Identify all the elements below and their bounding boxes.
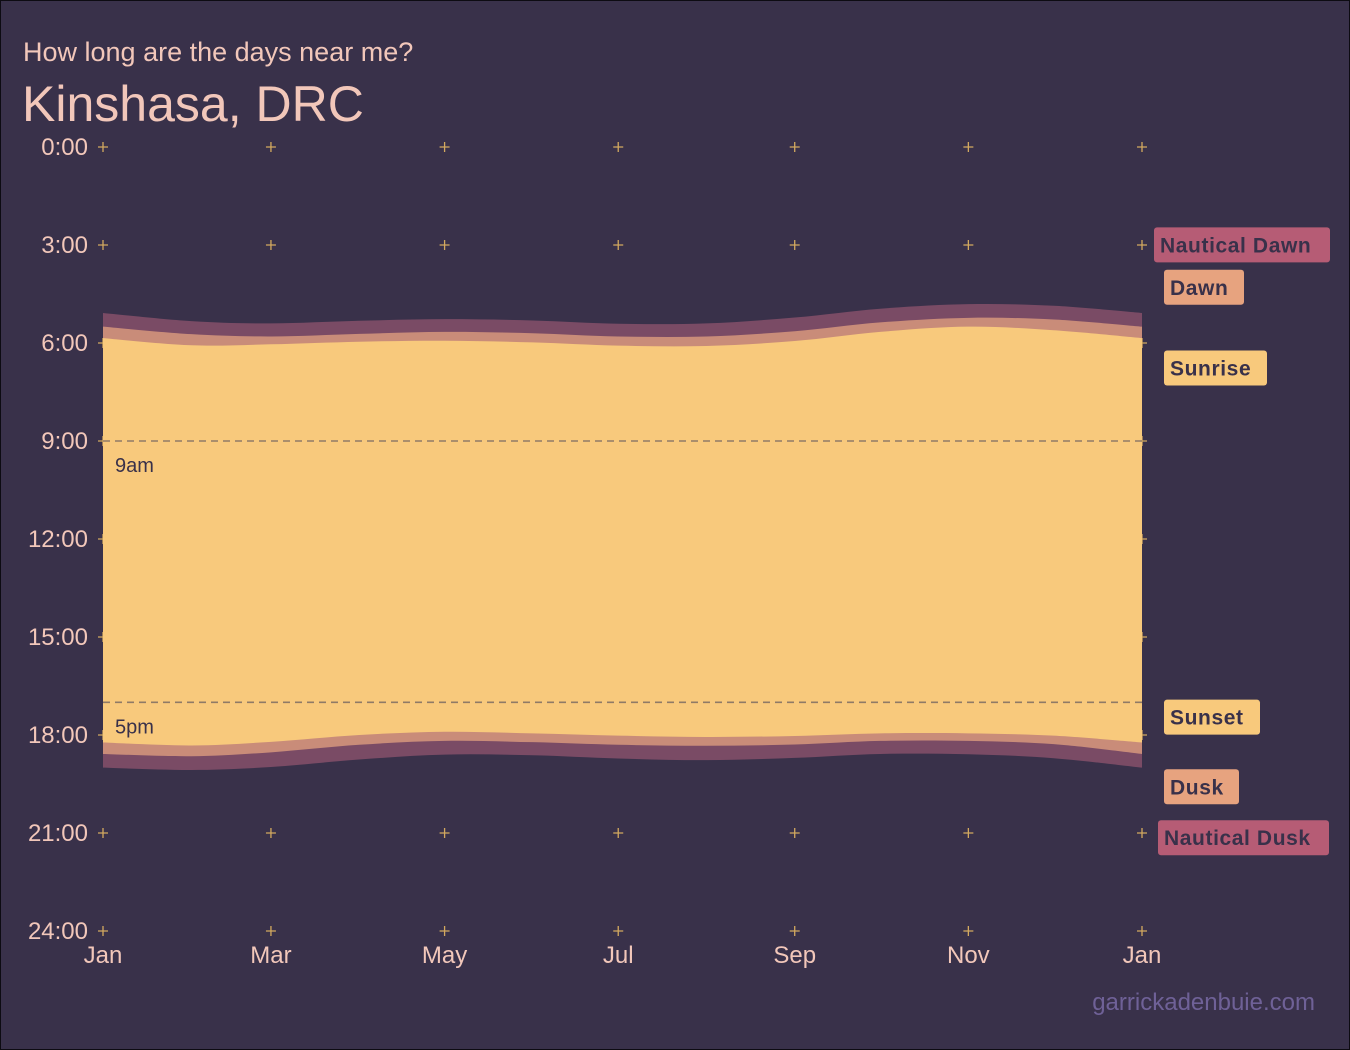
dusk-label-box bbox=[1164, 769, 1239, 805]
nautical-dusk-label: Nautical Dusk bbox=[1164, 827, 1311, 850]
reference-label-9am: 9am bbox=[115, 455, 154, 477]
x-tick-label-4: Sep bbox=[773, 942, 816, 969]
y-tick-label-8: 24:00 bbox=[28, 918, 88, 945]
grid-marker-7-0 bbox=[98, 828, 108, 838]
chart-subtitle: How long are the days near me? bbox=[23, 37, 414, 67]
grid-marker-1-0 bbox=[98, 240, 108, 250]
grid-marker-0-2 bbox=[439, 142, 450, 152]
y-tick-label-0: 0:00 bbox=[41, 134, 88, 161]
grid-marker-1-2 bbox=[439, 240, 450, 250]
sunset-label: Sunset bbox=[1170, 707, 1244, 730]
grid-marker-7-4 bbox=[789, 828, 800, 838]
x-tick-label-3: Jul bbox=[603, 942, 634, 969]
sunrise-label: Sunrise bbox=[1170, 357, 1251, 380]
y-tick-label-1: 3:00 bbox=[41, 232, 88, 259]
y-tick-label-6: 18:00 bbox=[28, 722, 88, 749]
nautical-dawn-label-box bbox=[1154, 227, 1330, 263]
sunrise-label-box bbox=[1164, 350, 1267, 386]
chart-caption: garrickadenbuie.com bbox=[1092, 989, 1315, 1016]
dusk-label: Dusk bbox=[1170, 776, 1224, 799]
grid-marker-1-5 bbox=[963, 240, 974, 250]
grid-marker-0-6 bbox=[1137, 142, 1147, 152]
grid-marker-7-5 bbox=[963, 828, 974, 838]
y-tick-label-4: 12:00 bbox=[28, 526, 88, 553]
grid-marker-1-4 bbox=[789, 240, 800, 250]
grid-marker-1-1 bbox=[265, 240, 276, 250]
reference-lines: 9am 5pm bbox=[103, 440, 1146, 738]
grid-marker-1-6 bbox=[1137, 240, 1147, 250]
dawn-label: Dawn bbox=[1170, 277, 1228, 300]
grid-marker-8-5 bbox=[963, 926, 974, 936]
series-labels: Nautical Dawn Dawn Sunrise Sunset Dusk Nautic… bbox=[1154, 227, 1330, 856]
daylight-bands bbox=[103, 303, 1142, 770]
y-axis-ticks: 0:00 3:00 6:00 9:00 12:00 15:00 18:00 21:00 24:0… bbox=[28, 134, 88, 945]
grid-marker-0-3 bbox=[613, 142, 624, 152]
x-axis-ticks: Jan Mar May Jul Sep Nov Jan bbox=[84, 942, 1162, 969]
grid-marker-8-6 bbox=[1137, 926, 1147, 936]
sunset-label-box bbox=[1164, 699, 1260, 735]
grid-marker-8-2 bbox=[439, 926, 450, 936]
grid-marker-0-0 bbox=[98, 142, 108, 152]
x-tick-label-5: Nov bbox=[947, 942, 990, 969]
grid-marker-0-5 bbox=[963, 142, 974, 152]
grid-marker-0-4 bbox=[789, 142, 800, 152]
reference-label-5pm: 5pm bbox=[115, 716, 154, 738]
y-tick-label-7: 21:00 bbox=[28, 820, 88, 847]
grid-marker-7-2 bbox=[439, 828, 450, 838]
x-tick-label-2: May bbox=[422, 942, 467, 969]
x-tick-label-6: Jan bbox=[1123, 942, 1162, 969]
grid-marker-7-1 bbox=[265, 828, 276, 838]
nautical-dawn-label: Nautical Dawn bbox=[1160, 234, 1311, 257]
grid-marker-8-1 bbox=[265, 926, 276, 936]
x-tick-label-1: Mar bbox=[250, 942, 291, 969]
x-tick-label-0: Jan bbox=[84, 942, 123, 969]
dawn-label-box bbox=[1164, 269, 1244, 305]
grid-marker-0-1 bbox=[265, 142, 276, 152]
grid-marker-8-3 bbox=[613, 926, 624, 936]
grid-marker-7-3 bbox=[613, 828, 624, 838]
y-tick-label-2: 6:00 bbox=[41, 330, 88, 357]
daylight-band bbox=[103, 326, 1142, 746]
grid-marker-8-0 bbox=[98, 926, 108, 936]
grid-marker-8-4 bbox=[789, 926, 800, 936]
y-tick-label-3: 9:00 bbox=[41, 428, 88, 455]
y-tick-label-5: 15:00 bbox=[28, 624, 88, 651]
nautical-dusk-label-box bbox=[1158, 820, 1329, 856]
chart-title: Kinshasa, DRC bbox=[22, 76, 364, 132]
grid-marker-7-6 bbox=[1137, 828, 1147, 838]
grid-marker-1-3 bbox=[613, 240, 624, 250]
